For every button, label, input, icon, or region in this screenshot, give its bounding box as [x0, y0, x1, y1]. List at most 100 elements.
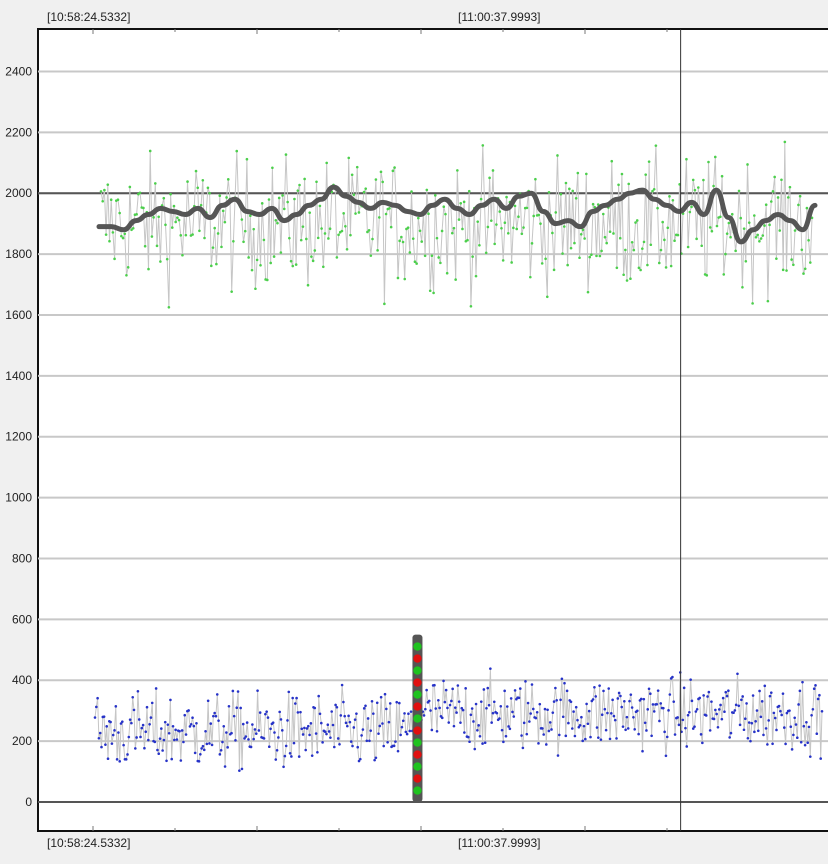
lower-raw-point: [699, 733, 703, 736]
lower-raw-point: [664, 754, 668, 758]
lower-raw-point: [212, 714, 215, 718]
lower-raw-point: [231, 689, 235, 693]
lower-raw-point: [459, 721, 462, 724]
lower-raw-point: [447, 721, 451, 724]
lower-raw-point: [344, 721, 348, 725]
upper-raw-point: [671, 198, 675, 202]
upper-raw-point: [177, 218, 181, 222]
lower-raw-point: [369, 729, 373, 732]
lower-raw-point: [717, 708, 721, 711]
lower-raw-point: [292, 741, 296, 745]
lower-raw-point: [424, 707, 427, 711]
upper-raw-point: [367, 228, 371, 232]
lower-raw-point: [131, 695, 135, 699]
lower-raw-point: [604, 728, 608, 732]
lower-raw-point: [500, 728, 504, 732]
lower-raw-point: [814, 684, 817, 687]
upper-raw-point: [316, 236, 320, 240]
upper-raw-point: [198, 229, 201, 233]
upper-raw-point: [121, 236, 125, 240]
upper-raw-point: [574, 196, 578, 200]
lower-series: [93, 667, 824, 772]
lower-raw-point: [362, 707, 366, 710]
upper-raw-point: [730, 212, 734, 216]
lower-raw-point: [785, 711, 789, 715]
lower-raw-point: [317, 694, 320, 698]
upper-raw-point: [279, 251, 283, 254]
upper-raw-point: [142, 206, 145, 210]
upper-raw-point: [488, 176, 491, 180]
event-marker-dot: [413, 750, 422, 759]
lower-raw-point: [306, 724, 310, 728]
lower-raw-point: [277, 736, 280, 739]
lower-raw-point: [815, 732, 819, 736]
lower-raw-point: [701, 741, 704, 745]
upper-raw-point: [754, 235, 758, 239]
lower-raw-point: [546, 708, 549, 712]
lower-raw-point: [487, 703, 491, 707]
upper-raw-point: [459, 201, 463, 205]
upper-raw-point: [712, 184, 715, 188]
lower-raw-point: [535, 710, 539, 714]
lower-raw-point: [160, 727, 163, 730]
lower-raw-point: [97, 736, 101, 740]
lower-raw-point: [513, 689, 517, 692]
lower-raw-point: [395, 700, 399, 704]
upper-raw-point: [211, 246, 215, 249]
lower-raw-point: [214, 714, 218, 718]
lower-raw-point: [491, 711, 495, 715]
lower-raw-point: [240, 767, 244, 771]
upper-raw-point: [252, 227, 256, 231]
lower-raw-point: [557, 733, 561, 737]
upper-raw-point: [186, 180, 189, 183]
upper-raw-point: [783, 140, 787, 144]
lower-raw-point: [118, 760, 122, 763]
bottom-time-label-start: [10:58:24.5332]: [47, 836, 130, 850]
bottom-time-label-middle: [11:00:37.9993]: [458, 836, 541, 850]
upper-raw-point: [729, 235, 732, 239]
lower-raw-point: [649, 692, 652, 695]
lower-raw-point: [370, 700, 374, 703]
lower-raw-point: [200, 747, 203, 750]
lower-raw-point: [486, 686, 490, 690]
lower-raw-point: [244, 735, 248, 738]
upper-raw-point: [111, 231, 115, 234]
lower-raw-point: [286, 719, 289, 722]
lower-raw-point: [498, 717, 501, 720]
upper-raw-point: [130, 228, 133, 232]
lower-raw-point: [326, 723, 330, 727]
upper-raw-point: [691, 178, 695, 182]
lower-raw-point: [782, 726, 786, 729]
lower-raw-point: [407, 712, 410, 716]
lower-raw-point: [760, 700, 764, 703]
lower-raw-point: [132, 708, 136, 712]
lower-raw-point: [430, 728, 434, 732]
lower-raw-point: [304, 748, 307, 752]
lower-raw-point: [750, 721, 754, 725]
upper-raw-point: [551, 231, 554, 235]
upper-raw-point: [639, 268, 642, 272]
upper-raw-point: [513, 204, 517, 208]
lower-raw-point: [598, 684, 601, 687]
upper-raw-point: [174, 220, 177, 224]
lower-raw-point: [518, 687, 522, 690]
lower-raw-point: [197, 760, 201, 763]
upper-raw-point: [376, 249, 379, 252]
lower-raw-point: [733, 709, 737, 712]
upper-raw-point: [152, 216, 155, 219]
upper-raw-point: [539, 222, 542, 225]
upper-raw-point: [344, 224, 347, 228]
lower-raw-point: [599, 738, 603, 741]
upper-raw-point: [206, 186, 210, 190]
upper-raw-point: [384, 212, 388, 216]
lower-raw-point: [818, 693, 821, 697]
lower-raw-point: [584, 737, 587, 741]
lower-raw-point: [187, 709, 190, 712]
upper-raw-point: [479, 197, 483, 201]
lower-raw-point: [642, 697, 646, 701]
lower-raw-point: [325, 732, 328, 736]
lower-raw-point: [613, 718, 617, 722]
upper-raw-point: [807, 238, 810, 242]
upper-raw-point: [196, 186, 200, 190]
lower-raw-point: [267, 745, 271, 748]
